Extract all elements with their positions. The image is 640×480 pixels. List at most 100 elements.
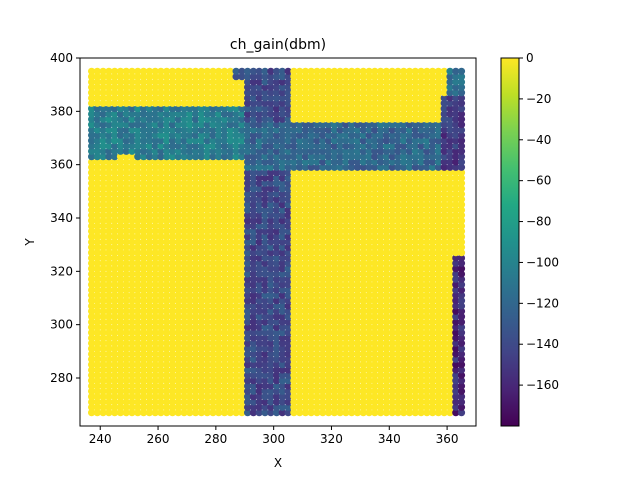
- data-point: [93, 163, 101, 171]
- data-point: [342, 270, 350, 278]
- data-point: [111, 110, 119, 118]
- data-point: [394, 361, 402, 369]
- data-point: [186, 83, 194, 91]
- data-point: [238, 350, 246, 358]
- data-point: [388, 275, 396, 283]
- data-point: [301, 73, 310, 81]
- data-point: [226, 249, 234, 257]
- data-point: [400, 217, 408, 225]
- data-point: [452, 254, 460, 262]
- data-point: [226, 403, 234, 411]
- data-point: [353, 222, 362, 230]
- data-point: [180, 158, 188, 166]
- data-point: [140, 355, 148, 363]
- data-point: [417, 275, 425, 283]
- data-point: [93, 158, 101, 166]
- data-point: [365, 110, 373, 118]
- data-point: [116, 153, 125, 161]
- data-point: [319, 339, 327, 347]
- data-point: [400, 174, 408, 182]
- data-point: [434, 291, 442, 299]
- data-point: [255, 83, 263, 91]
- data-point: [353, 387, 362, 395]
- data-point: [411, 377, 419, 385]
- data-point: [336, 297, 344, 305]
- data-point: [157, 398, 165, 406]
- data-point: [400, 254, 408, 262]
- data-point: [325, 147, 333, 155]
- data-point: [203, 169, 211, 177]
- data-point: [226, 105, 234, 113]
- data-point: [151, 67, 159, 75]
- data-point: [151, 339, 159, 347]
- data-point: [365, 281, 373, 289]
- data-point: [174, 195, 182, 203]
- data-point: [226, 307, 234, 315]
- data-point: [197, 179, 205, 187]
- data-point: [220, 131, 229, 139]
- data-point: [429, 339, 437, 347]
- data-point: [192, 371, 200, 379]
- data-point: [192, 382, 200, 390]
- data-point: [377, 73, 385, 81]
- data-point: [186, 329, 194, 337]
- data-point: [99, 371, 107, 379]
- data-point: [140, 206, 148, 214]
- data-point: [434, 137, 442, 145]
- data-point: [440, 297, 448, 305]
- data-point: [457, 318, 466, 326]
- data-point: [192, 110, 200, 118]
- data-point: [348, 115, 356, 123]
- data-point: [434, 281, 442, 289]
- data-point: [145, 393, 153, 401]
- data-point: [365, 190, 373, 198]
- data-point: [423, 281, 431, 289]
- data-point: [111, 291, 119, 299]
- data-point: [353, 67, 362, 75]
- data-point: [394, 195, 402, 203]
- data-point: [313, 382, 321, 390]
- data-point: [111, 281, 119, 289]
- data-point: [232, 297, 240, 305]
- data-point: [215, 174, 223, 182]
- data-point: [93, 233, 101, 241]
- data-point: [244, 115, 252, 123]
- data-point: [186, 153, 194, 161]
- data-point: [163, 345, 171, 353]
- data-point: [307, 398, 315, 406]
- data-point: [400, 227, 408, 235]
- data-point: [261, 334, 269, 342]
- data-point: [105, 158, 113, 166]
- colorbar-tick-label: −80: [526, 215, 551, 229]
- data-point: [325, 377, 333, 385]
- data-point: [452, 291, 460, 299]
- data-point: [394, 387, 402, 395]
- data-point: [284, 94, 292, 102]
- data-point: [267, 222, 275, 230]
- data-point: [273, 147, 281, 155]
- data-point: [273, 67, 281, 75]
- data-point: [261, 147, 269, 155]
- data-point: [273, 297, 281, 305]
- data-point: [423, 121, 431, 129]
- data-point: [278, 110, 286, 118]
- data-point: [226, 206, 234, 214]
- data-point: [388, 382, 396, 390]
- data-point: [452, 302, 460, 310]
- data-point: [336, 313, 344, 321]
- data-point: [394, 286, 402, 294]
- data-point: [215, 201, 223, 209]
- data-point: [157, 265, 165, 273]
- data-point: [134, 115, 142, 123]
- data-point: [122, 99, 130, 107]
- data-point: [238, 163, 246, 171]
- data-point: [411, 334, 419, 342]
- data-point: [371, 291, 379, 299]
- data-point: [423, 366, 431, 374]
- data-point: [353, 78, 362, 86]
- data-point: [365, 73, 373, 81]
- data-point: [99, 73, 107, 81]
- data-point: [440, 259, 448, 267]
- data-point: [134, 163, 142, 171]
- data-point: [122, 201, 130, 209]
